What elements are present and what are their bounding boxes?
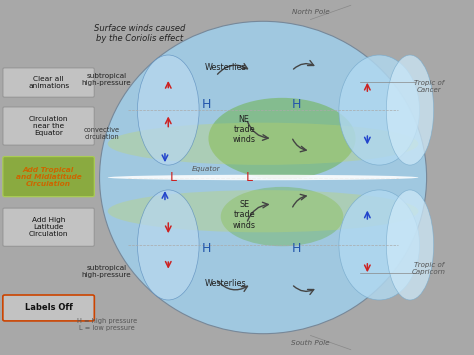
Ellipse shape — [137, 190, 199, 300]
Text: Tropic of
Capricorn: Tropic of Capricorn — [412, 262, 446, 274]
FancyBboxPatch shape — [3, 208, 94, 246]
Ellipse shape — [209, 98, 356, 179]
Ellipse shape — [137, 55, 199, 165]
Ellipse shape — [100, 21, 427, 334]
Text: Equator: Equator — [192, 165, 220, 172]
Text: Surface winds caused
by the Coriolis effect: Surface winds caused by the Coriolis eff… — [94, 24, 185, 43]
Ellipse shape — [108, 175, 419, 180]
Text: H: H — [292, 242, 301, 255]
Ellipse shape — [339, 55, 419, 165]
Text: NE
trade
winds: NE trade winds — [233, 115, 255, 144]
Ellipse shape — [108, 190, 419, 232]
Text: Add High
Latitude
Circulation: Add High Latitude Circulation — [29, 217, 68, 237]
Text: Circulation
near the
Equator: Circulation near the Equator — [29, 116, 68, 136]
Text: Westerlies: Westerlies — [204, 63, 246, 72]
Text: SE
trade
winds: SE trade winds — [233, 200, 255, 230]
FancyBboxPatch shape — [3, 107, 94, 145]
Ellipse shape — [221, 187, 343, 246]
Text: H = high pressure
L = low pressure: H = high pressure L = low pressure — [76, 318, 137, 331]
Text: North Pole: North Pole — [292, 10, 329, 15]
Ellipse shape — [339, 190, 419, 300]
Text: subtropical
high-pressure: subtropical high-pressure — [82, 73, 131, 86]
FancyBboxPatch shape — [3, 157, 94, 197]
Text: Westerlies: Westerlies — [204, 279, 246, 289]
Text: South Pole: South Pole — [291, 340, 330, 345]
Text: convective
circulation: convective circulation — [84, 127, 120, 140]
Text: L: L — [170, 171, 176, 184]
FancyBboxPatch shape — [3, 295, 94, 321]
Ellipse shape — [386, 190, 434, 300]
Ellipse shape — [386, 55, 434, 165]
Text: L: L — [246, 171, 252, 184]
Text: H: H — [201, 98, 211, 111]
Text: Labels Off: Labels Off — [25, 304, 73, 312]
Ellipse shape — [108, 123, 419, 165]
Text: Add Tropical
and Midlatitude
Circulation: Add Tropical and Midlatitude Circulation — [16, 166, 82, 187]
Text: H: H — [201, 242, 211, 255]
FancyBboxPatch shape — [3, 68, 94, 97]
Text: H: H — [292, 98, 301, 111]
Text: Clear all
animations: Clear all animations — [28, 76, 69, 89]
Text: Tropic of
Cancer: Tropic of Cancer — [414, 81, 444, 93]
Text: subtropical
high-pressure: subtropical high-pressure — [82, 265, 131, 278]
